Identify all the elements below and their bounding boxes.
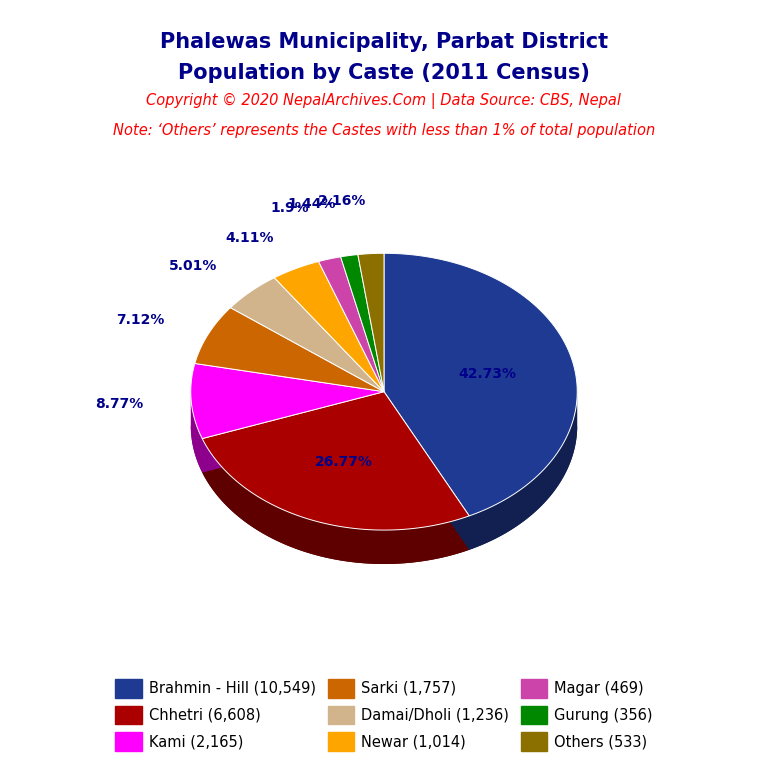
Text: 1.44%: 1.44% <box>287 197 336 210</box>
Text: 42.73%: 42.73% <box>458 367 517 382</box>
Text: Copyright © 2020 NepalArchives.Com | Data Source: CBS, Nepal: Copyright © 2020 NepalArchives.Com | Dat… <box>147 94 621 109</box>
Text: 2.16%: 2.16% <box>317 194 366 208</box>
Polygon shape <box>384 392 469 550</box>
Polygon shape <box>384 253 578 516</box>
Polygon shape <box>319 257 384 392</box>
Polygon shape <box>358 253 384 392</box>
Polygon shape <box>202 392 384 472</box>
Polygon shape <box>384 425 578 550</box>
Text: 8.77%: 8.77% <box>94 397 143 411</box>
Text: 26.77%: 26.77% <box>315 455 373 469</box>
Text: Note: ‘Others’ represents the Castes with less than 1% of total population: Note: ‘Others’ represents the Castes wit… <box>113 123 655 138</box>
Text: 5.01%: 5.01% <box>169 260 217 273</box>
Polygon shape <box>202 392 469 530</box>
Polygon shape <box>195 308 384 392</box>
Polygon shape <box>202 392 384 472</box>
Polygon shape <box>230 278 384 392</box>
Text: 7.12%: 7.12% <box>116 313 164 326</box>
Polygon shape <box>384 392 469 550</box>
Text: Phalewas Municipality, Parbat District: Phalewas Municipality, Parbat District <box>160 32 608 52</box>
Polygon shape <box>274 261 384 392</box>
Polygon shape <box>190 425 384 472</box>
Polygon shape <box>202 425 469 564</box>
Polygon shape <box>202 439 469 564</box>
Text: 4.11%: 4.11% <box>225 231 273 245</box>
Polygon shape <box>469 392 578 550</box>
Legend: Brahmin - Hill (10,549), Chhetri (6,608), Kami (2,165), Sarki (1,757), Damai/Dho: Brahmin - Hill (10,549), Chhetri (6,608)… <box>110 673 658 757</box>
Polygon shape <box>341 254 384 392</box>
Text: 1.9%: 1.9% <box>270 201 309 216</box>
Polygon shape <box>190 363 384 439</box>
Polygon shape <box>190 392 202 472</box>
Text: Population by Caste (2011 Census): Population by Caste (2011 Census) <box>178 63 590 83</box>
